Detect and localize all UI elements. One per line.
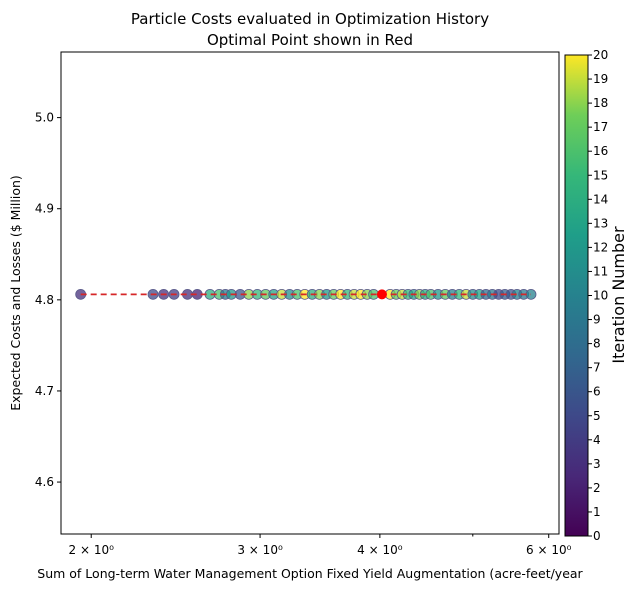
x-ticks: 2 × 10⁰ 3 × 10⁰ 4 × 10⁰ 6 × 10⁰ — [69, 534, 572, 557]
colorbar-tick-label: 18 — [593, 96, 608, 110]
colorbar-tick-label: 7 — [593, 361, 601, 375]
colorbar-tick-label: 3 — [593, 457, 601, 471]
colorbar-tick-label: 0 — [593, 529, 601, 543]
x-tick-label: 3 × 10⁰ — [237, 543, 283, 557]
chart-subtitle: Optimal Point shown in Red — [207, 31, 413, 49]
colorbar-tick-label: 5 — [593, 409, 601, 423]
colorbar-tick-label: 1 — [593, 505, 601, 519]
optimal-point — [376, 289, 387, 300]
colorbar-tick-label: 10 — [593, 289, 608, 303]
colorbar — [564, 54, 589, 537]
colorbar-tick-label: 17 — [593, 120, 608, 134]
colorbar-tick-label: 14 — [593, 192, 608, 206]
colorbar-tick-label: 20 — [593, 48, 608, 62]
y-ticks: 4.6 4.7 4.8 4.9 5.0 — [35, 111, 61, 489]
x-axis-label: Sum of Long-term Water Management Option… — [37, 566, 583, 581]
colorbar-tick-label: 19 — [593, 72, 608, 86]
x-tick-label: 6 × 10⁰ — [526, 543, 572, 557]
colorbar-tick-label: 11 — [593, 264, 608, 278]
y-tick-label: 4.6 — [35, 475, 54, 489]
colorbar-tick-label: 12 — [593, 240, 608, 254]
chart-title: Particle Costs evaluated in Optimization… — [131, 10, 489, 28]
colorbar-tick-label: 9 — [593, 313, 601, 327]
colorbar-tick-label: 13 — [593, 216, 608, 230]
colorbar-tick-label: 16 — [593, 144, 608, 158]
colorbar-tick-label: 8 — [593, 337, 601, 351]
y-tick-label: 4.7 — [35, 384, 54, 398]
colorbar-tick-label: 4 — [593, 433, 601, 447]
colorbar-label: Iteration Number — [609, 226, 628, 364]
colorbar-tick-label: 2 — [593, 481, 601, 495]
colorbar-tick-label: 6 — [593, 385, 601, 399]
plot-area-frame — [60, 51, 560, 535]
y-tick-label: 5.0 — [35, 111, 54, 125]
y-tick-label: 4.8 — [35, 293, 54, 307]
points-layer — [75, 288, 537, 300]
y-axis-label: Expected Costs and Losses ($ Million) — [8, 175, 23, 411]
y-tick-label: 4.9 — [35, 202, 54, 216]
x-tick-label: 4 × 10⁰ — [357, 543, 403, 557]
x-tick-label: 2 × 10⁰ — [69, 543, 115, 557]
colorbar-tick-label: 15 — [593, 168, 608, 182]
